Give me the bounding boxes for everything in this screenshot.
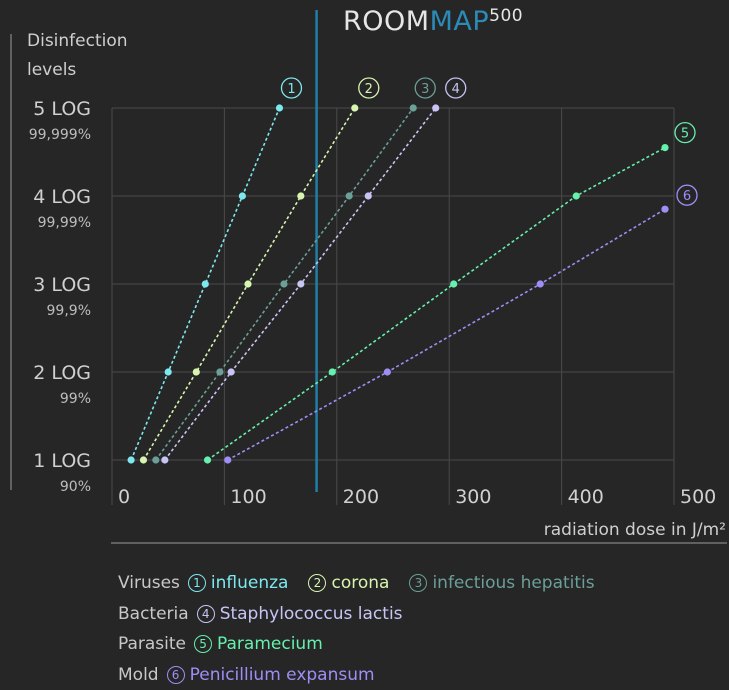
- series-point: [165, 368, 172, 375]
- legend-row: Mold 6 Penicillium expansum: [118, 660, 607, 690]
- legend-row: Viruses 1 influenza 2 corona 3 infectious hepa…: [118, 568, 607, 599]
- x-tick-label: 500: [680, 486, 716, 508]
- series-point: [276, 104, 283, 111]
- series-number-label: 2: [365, 82, 373, 97]
- legend-group-label: Viruses: [118, 568, 180, 599]
- brand-suffix: 500: [489, 6, 523, 26]
- legend-series-label: influenza: [211, 568, 289, 599]
- series-point: [193, 368, 200, 375]
- series-point: [410, 104, 417, 111]
- series-number-label: 1: [287, 82, 295, 97]
- y-tick-label: 2 LOG: [33, 362, 91, 384]
- series-line: [208, 148, 665, 460]
- legend: Viruses 1 influenza 2 corona 3 infectious hepa…: [118, 568, 607, 690]
- series-number-badge: 3: [415, 78, 435, 98]
- y-tick-sublabel: 99,99%: [38, 215, 91, 231]
- x-tick-label: 200: [343, 486, 379, 508]
- legend-series-label: Paramecium: [217, 629, 323, 660]
- y-tick-label: 5 LOG: [33, 98, 91, 120]
- series-number-label: 6: [683, 189, 691, 204]
- series-point: [365, 192, 372, 199]
- legend-row: Bacteria 4 Staphylococcus lactis: [118, 599, 607, 630]
- x-tick-label: 300: [455, 486, 491, 508]
- series-number-label: 4: [452, 82, 460, 97]
- legend-entry: 6 Penicillium expansum: [163, 660, 387, 690]
- brand-logo: ROOMMAP500: [343, 6, 523, 37]
- y-axis-label: Disinfection levels: [27, 31, 133, 80]
- brand-part2: MAP: [430, 6, 490, 37]
- series-point: [280, 280, 287, 287]
- legend-number-badge: 1: [188, 574, 206, 592]
- y-tick-sublabel: 99,9%: [47, 303, 91, 319]
- x-tick-labels: 0 100 200 300 400 500: [118, 486, 716, 508]
- y-axis-label-line2: levels: [27, 60, 76, 80]
- x-tick-label: 0: [118, 486, 130, 508]
- y-tick-sublabel: 99,999%: [29, 127, 91, 143]
- series-number-badge: 1: [281, 78, 301, 98]
- series-point: [128, 456, 135, 463]
- series-labels: 1 2 3 4 5 6: [281, 78, 697, 205]
- series-point: [573, 192, 580, 199]
- legend-entry: 4 Staphylococcus lactis: [193, 599, 415, 630]
- y-tick-label: 3 LOG: [33, 274, 91, 296]
- series-point: [228, 368, 235, 375]
- series-number-label: 3: [421, 82, 429, 97]
- series-point: [329, 368, 336, 375]
- legend-group-label: Mold: [118, 660, 159, 690]
- x-axis-label: radiation dose in J/m²: [544, 520, 726, 540]
- series-point: [202, 280, 209, 287]
- y-tick-label: 4 LOG: [33, 186, 91, 208]
- x-tick-label: 400: [568, 486, 604, 508]
- y-tick-sublabel: 99%: [60, 391, 91, 407]
- series-point: [244, 280, 251, 287]
- legend-row: Parasite 5 Paramecium: [118, 629, 607, 660]
- series-point: [224, 456, 231, 463]
- series-point: [140, 456, 147, 463]
- x-tick-label: 100: [230, 486, 266, 508]
- legend-number-badge: 3: [409, 574, 427, 592]
- series-point: [537, 280, 544, 287]
- legend-number-badge: 4: [197, 605, 215, 623]
- series-point: [297, 280, 304, 287]
- legend-entry: 2 corona: [304, 568, 401, 599]
- series-point: [661, 206, 668, 213]
- y-tick-labels: 1 LOG 90% 2 LOG 99% 3 LOG 99,9% 4 LOG 99,99% 5 L…: [29, 98, 91, 495]
- series-point: [204, 456, 211, 463]
- series-point: [161, 456, 168, 463]
- series-point: [384, 368, 391, 375]
- brand-part1: ROOM: [343, 6, 430, 37]
- legend-group-label: Bacteria: [118, 599, 189, 630]
- series-point: [351, 104, 358, 111]
- series-number-badge: 4: [446, 78, 466, 98]
- series-number-badge: 6: [677, 185, 697, 205]
- legend-series-label: Staphylococcus lactis: [220, 599, 403, 630]
- legend-entry: 3 infectious hepatitis: [405, 568, 606, 599]
- series-number-label: 5: [681, 127, 689, 142]
- series-point: [152, 456, 159, 463]
- series-number-badge: 2: [359, 78, 379, 98]
- y-tick-sublabel: 90%: [60, 479, 91, 495]
- series-line: [228, 209, 665, 460]
- y-tick-label: 1 LOG: [33, 450, 91, 472]
- legend-number-badge: 6: [167, 666, 185, 684]
- legend-number-badge: 2: [308, 574, 326, 592]
- series-point: [216, 368, 223, 375]
- legend-entry: 1 influenza: [184, 568, 301, 599]
- series-point: [661, 144, 668, 151]
- series-point: [239, 192, 246, 199]
- legend-series-label: corona: [331, 568, 389, 599]
- legend-entry: 5 Paramecium: [190, 629, 335, 660]
- legend-group-label: Parasite: [118, 629, 186, 660]
- legend-series-label: infectious hepatitis: [432, 568, 594, 599]
- series-point: [346, 192, 353, 199]
- legend-number-badge: 5: [194, 635, 212, 653]
- series-number-badge: 5: [675, 123, 695, 143]
- series-point: [297, 192, 304, 199]
- y-axis-label-line1: Disinfection: [27, 31, 128, 51]
- series-point: [432, 104, 439, 111]
- legend-series-label: Penicillium expansum: [190, 660, 375, 690]
- series-point: [450, 280, 457, 287]
